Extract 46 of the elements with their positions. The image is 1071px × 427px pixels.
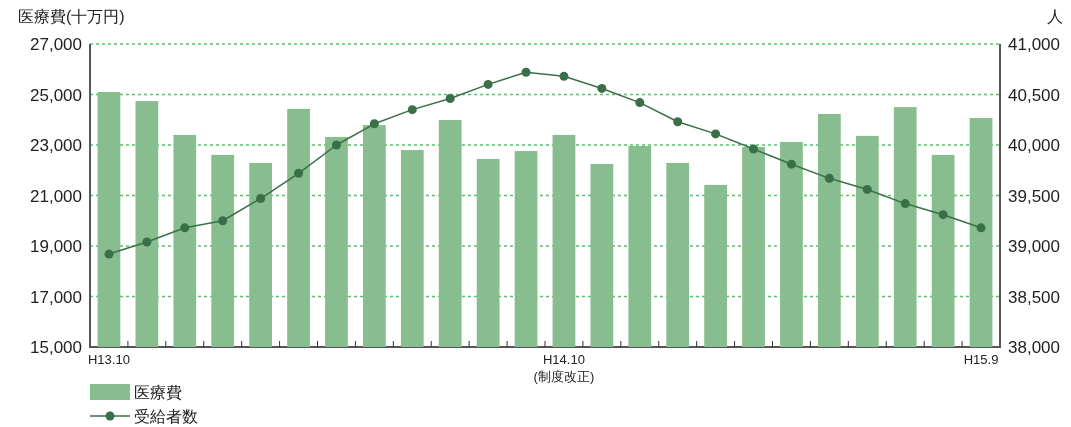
- point: [483, 79, 493, 89]
- point: [824, 173, 834, 183]
- y-tick-label: 17,000: [30, 287, 82, 307]
- point: [407, 105, 417, 115]
- y-tick-label: 21,000: [30, 186, 82, 206]
- y2-tick-label: 39,500: [1008, 186, 1060, 206]
- point: [635, 98, 645, 108]
- point: [559, 71, 569, 81]
- point: [104, 249, 114, 259]
- point: [369, 119, 379, 129]
- legend-label: 受給者数: [134, 408, 198, 425]
- y-tick-label: 15,000: [30, 338, 82, 357]
- point: [597, 83, 607, 93]
- point: [445, 94, 455, 104]
- y-tick-label: 23,000: [30, 136, 82, 155]
- point: [862, 184, 872, 194]
- point: [180, 223, 190, 233]
- y2-tick-label: 40,500: [1008, 85, 1060, 105]
- y2-tick-label: 39,000: [1008, 237, 1060, 256]
- point: [900, 199, 910, 209]
- x-tick-label: H14.10: [543, 352, 585, 367]
- y-tick-label: 27,000: [30, 35, 82, 54]
- point: [256, 194, 266, 204]
- text: (制度改正): [533, 369, 595, 384]
- point: [786, 159, 796, 169]
- point: [976, 223, 986, 233]
- y2-tick-label: 40,000: [1008, 136, 1060, 155]
- y-tick-label: 25,000: [30, 85, 82, 105]
- point: [294, 168, 304, 178]
- point: [938, 210, 948, 220]
- y2-tick-label: 38,500: [1008, 287, 1060, 307]
- y2-axis-title: 人: [1047, 8, 1063, 25]
- y-axis-title: 医療費(十万円): [18, 8, 125, 25]
- legend-label: 医療費: [134, 384, 182, 401]
- point: [142, 237, 152, 247]
- point: [673, 117, 683, 127]
- point: [218, 216, 228, 226]
- x-tick-label: H15.9: [963, 352, 999, 367]
- y2-tick-label: 41,000: [1008, 35, 1060, 54]
- y2-tick-label: 38,000: [1008, 338, 1060, 357]
- point: [711, 129, 721, 139]
- point: [749, 144, 759, 154]
- y-tick-label: 19,000: [30, 237, 82, 256]
- point: [331, 140, 341, 150]
- point: [521, 67, 531, 77]
- x-tick-label: H13.10: [88, 352, 130, 367]
